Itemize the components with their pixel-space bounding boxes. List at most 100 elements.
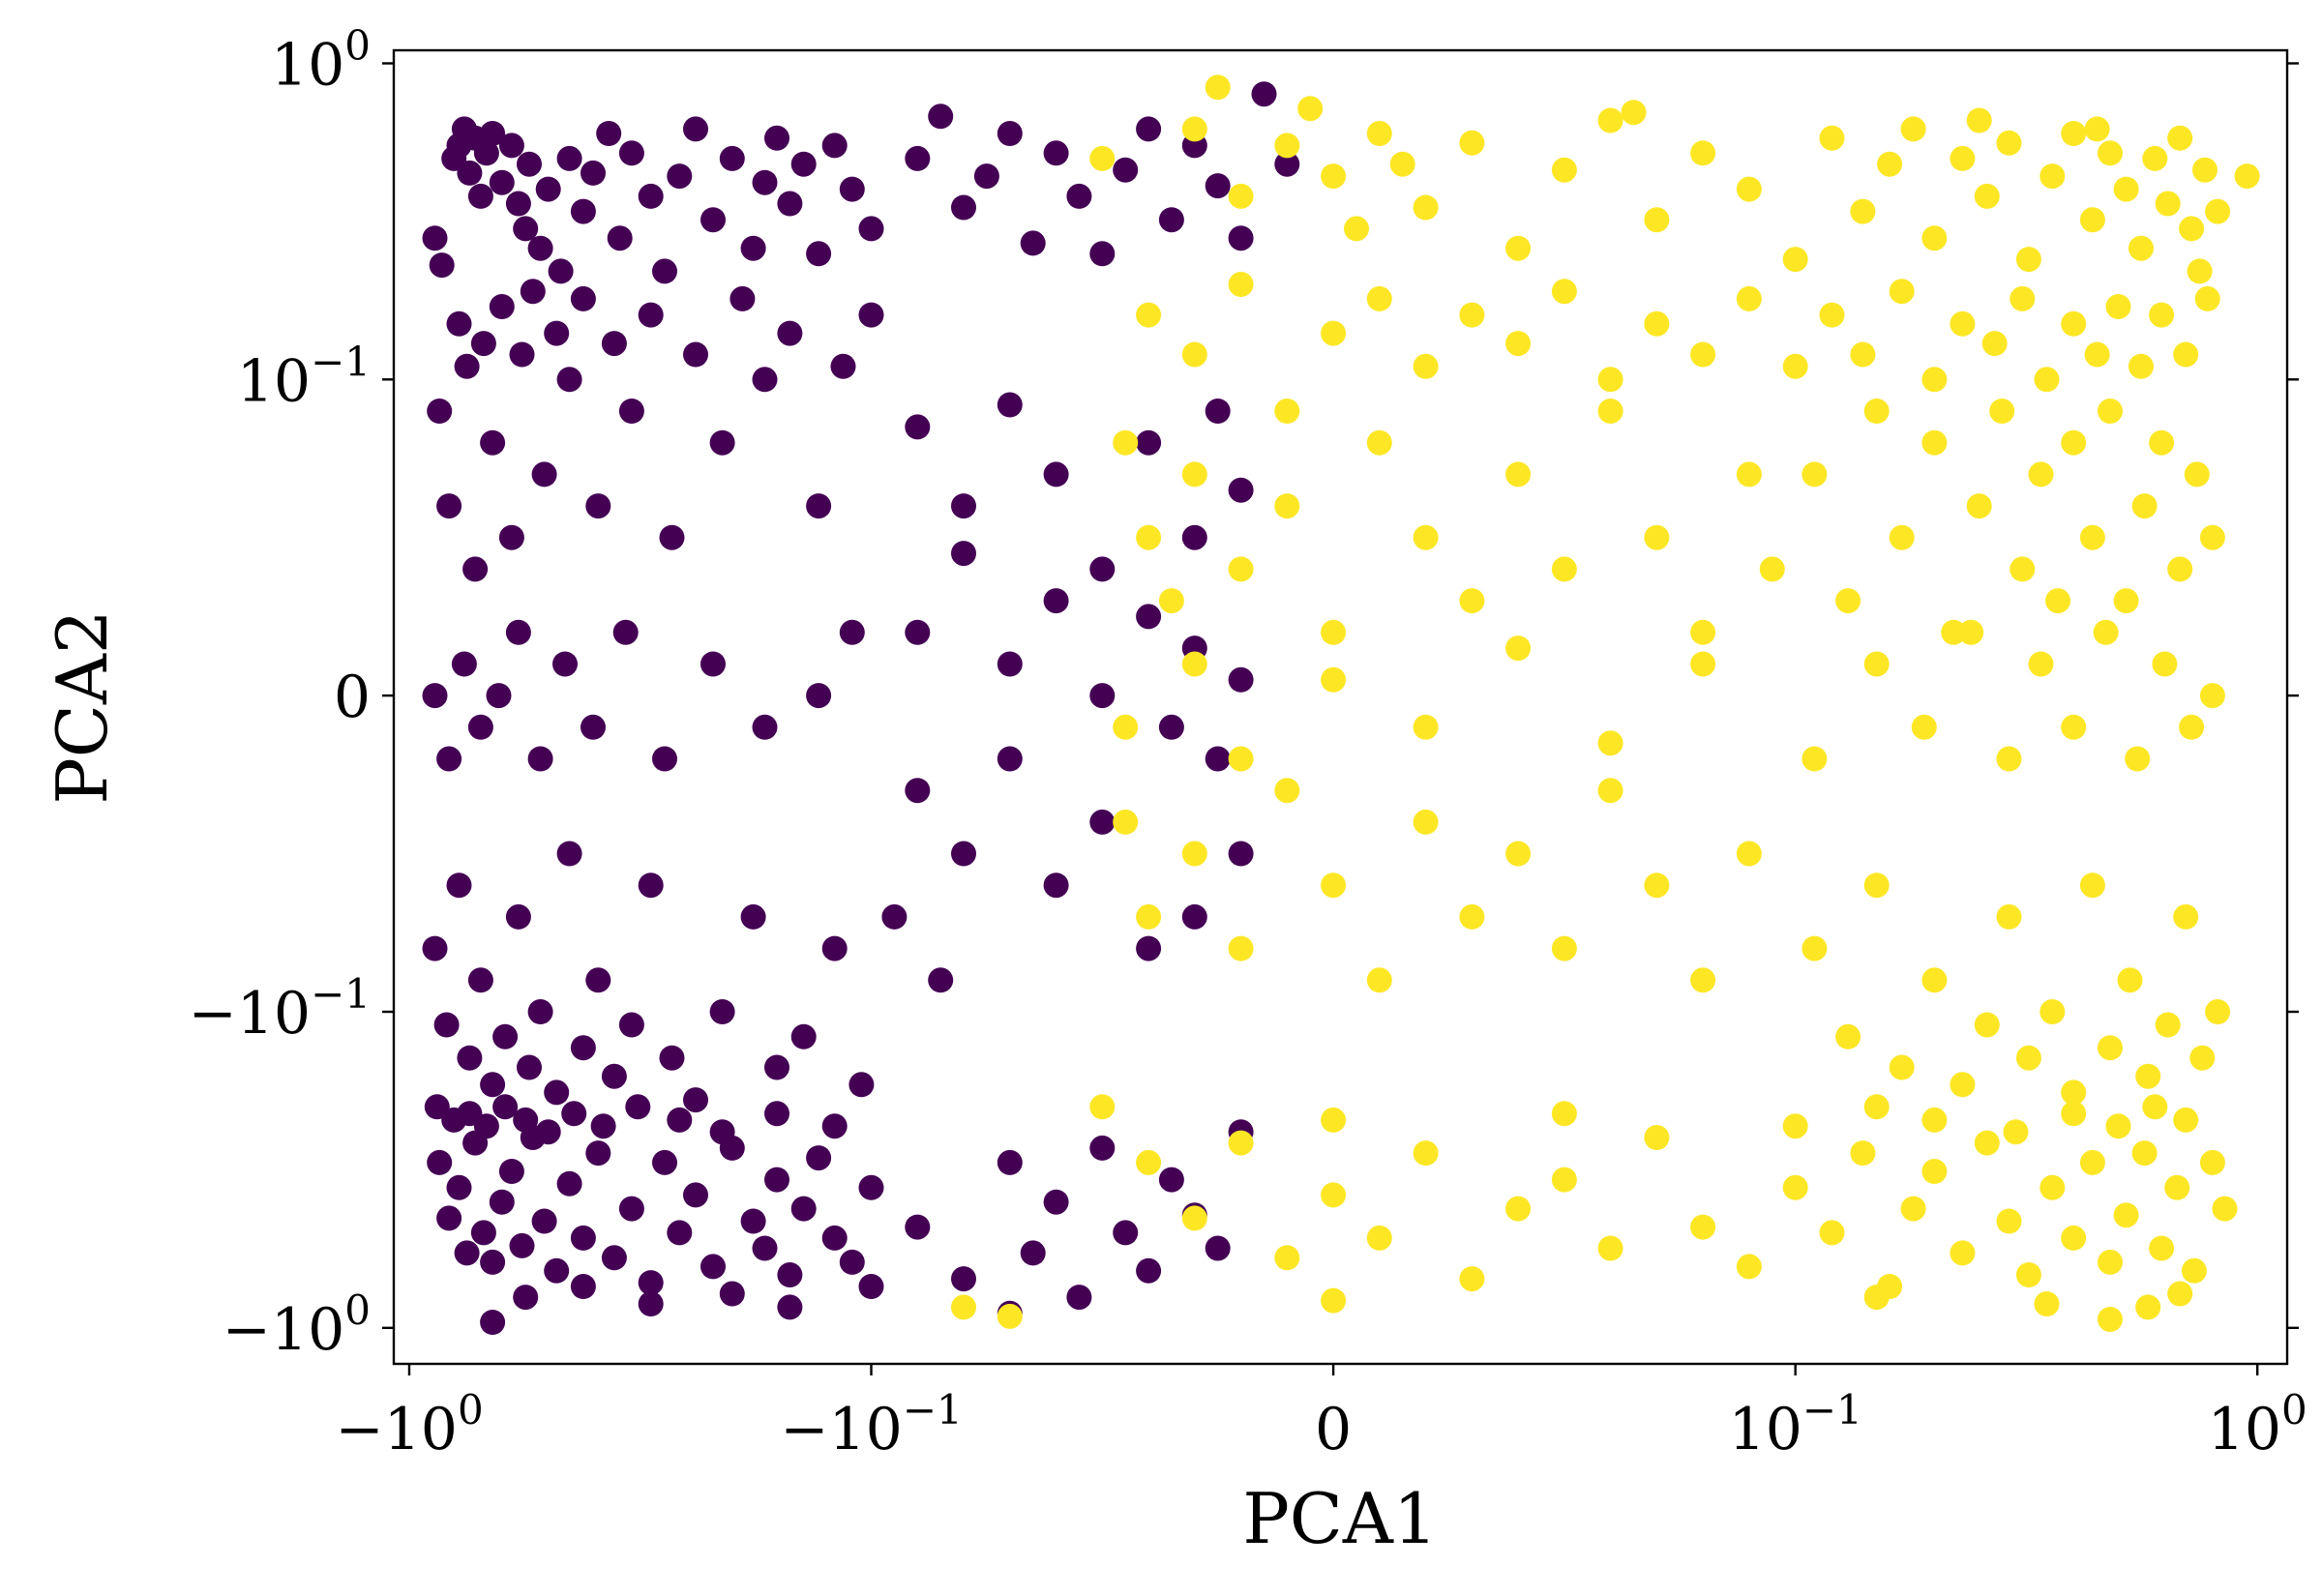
- point-cluster-0: [1181, 903, 1207, 930]
- point-cluster-1: [2061, 714, 2087, 740]
- point-cluster-0: [505, 903, 531, 930]
- point-cluster-0: [709, 429, 735, 456]
- point-cluster-1: [1089, 1094, 1116, 1120]
- point-cluster-1: [1366, 1225, 1392, 1251]
- point-cluster-1: [1819, 302, 1845, 328]
- point-cluster-0: [1205, 1235, 1231, 1261]
- point-cluster-0: [561, 1101, 587, 1127]
- point-cluster-1: [1644, 524, 1670, 550]
- point-cluster-1: [1597, 399, 1623, 424]
- point-cluster-0: [1136, 1257, 1162, 1284]
- point-cluster-0: [552, 651, 578, 677]
- point-cluster-1: [1921, 1159, 1948, 1184]
- point-cluster-0: [740, 235, 766, 261]
- point-cluster-1: [1459, 1266, 1485, 1292]
- point-cluster-1: [2079, 872, 2105, 899]
- point-cluster-0: [638, 1291, 664, 1316]
- point-cluster-1: [1782, 247, 1808, 273]
- point-cluster-1: [1889, 524, 1915, 550]
- point-cluster-1: [1759, 556, 1785, 582]
- point-cluster-1: [1889, 279, 1915, 305]
- point-cluster-1: [1505, 461, 1532, 488]
- point-cluster-1: [1900, 1196, 1926, 1222]
- point-cluster-0: [505, 191, 531, 217]
- point-cluster-1: [1690, 140, 1716, 166]
- point-cluster-1: [1459, 130, 1485, 156]
- y-tick-label: −10−1: [188, 970, 371, 1048]
- point-cluster-1: [1966, 107, 1992, 133]
- point-cluster-1: [2093, 619, 2119, 645]
- point-cluster-0: [1043, 140, 1069, 166]
- point-cluster-0: [601, 1063, 627, 1089]
- point-cluster-1: [1996, 746, 2022, 772]
- point-cluster-0: [470, 331, 496, 357]
- point-cluster-1: [2113, 588, 2139, 614]
- point-cluster-1: [2079, 207, 2105, 233]
- point-cluster-0: [830, 353, 856, 379]
- point-cluster-0: [719, 1281, 745, 1307]
- point-cluster-1: [2003, 1119, 2029, 1145]
- point-cluster-0: [1089, 241, 1116, 267]
- point-cluster-0: [480, 1249, 506, 1275]
- point-cluster-1: [1863, 872, 1890, 899]
- point-cluster-1: [1989, 399, 2015, 424]
- point-cluster-1: [2142, 145, 2168, 171]
- point-cluster-0: [1228, 225, 1254, 251]
- point-cluster-1: [2173, 1107, 2199, 1133]
- point-cluster-1: [2187, 258, 2213, 284]
- point-cluster-0: [1089, 1135, 1116, 1161]
- point-cluster-0: [1181, 524, 1207, 550]
- point-cluster-0: [638, 302, 664, 328]
- point-cluster-0: [590, 1113, 616, 1139]
- point-cluster-1: [1819, 1220, 1845, 1246]
- point-cluster-0: [556, 367, 582, 393]
- point-cluster-0: [446, 310, 472, 337]
- point-cluster-1: [1366, 967, 1392, 993]
- point-cluster-1: [1950, 145, 1976, 171]
- point-cluster-0: [1089, 556, 1116, 582]
- point-cluster-1: [1597, 107, 1623, 133]
- point-cluster-1: [2184, 461, 2210, 488]
- point-cluster-0: [527, 746, 553, 772]
- point-cluster-1: [1736, 461, 1762, 488]
- point-cluster-1: [1551, 556, 1577, 582]
- point-cluster-1: [1950, 1240, 1976, 1266]
- point-cluster-1: [951, 1294, 976, 1320]
- point-cluster-1: [1941, 619, 1967, 645]
- point-cluster-0: [806, 683, 832, 709]
- point-cluster-1: [2152, 651, 2178, 677]
- point-cluster-1: [1921, 967, 1948, 993]
- point-cluster-1: [1958, 619, 1984, 645]
- point-cluster-0: [535, 1119, 561, 1145]
- point-cluster-1: [2105, 1113, 2131, 1139]
- point-cluster-1: [2028, 461, 2054, 488]
- point-cluster-1: [1551, 157, 1577, 183]
- point-cluster-1: [2205, 198, 2231, 224]
- point-cluster-1: [2061, 310, 2087, 337]
- point-cluster-1: [1921, 1107, 1948, 1133]
- point-cluster-1: [1321, 1182, 1347, 1208]
- point-cluster-1: [1274, 778, 1300, 804]
- point-cluster-1: [2173, 903, 2199, 930]
- point-cluster-0: [498, 524, 524, 550]
- point-cluster-1: [2034, 367, 2060, 393]
- point-cluster-0: [1158, 207, 1184, 233]
- point-cluster-1: [1297, 96, 1324, 122]
- point-cluster-1: [1321, 1107, 1347, 1133]
- point-cluster-1: [1389, 151, 1415, 177]
- point-cluster-0: [513, 1285, 539, 1311]
- point-cluster-1: [1205, 74, 1231, 101]
- point-cluster-0: [570, 285, 596, 311]
- point-cluster-1: [1801, 746, 1828, 772]
- point-cluster-0: [480, 1310, 506, 1335]
- point-cluster-1: [1181, 341, 1207, 368]
- point-cluster-1: [2045, 588, 2070, 614]
- point-cluster-1: [2149, 1235, 2175, 1261]
- point-cluster-1: [2205, 999, 2231, 1024]
- point-cluster-1: [1889, 1054, 1915, 1080]
- y-tick-label: −100: [223, 1286, 371, 1364]
- point-cluster-0: [709, 1119, 735, 1145]
- point-cluster-0: [752, 1235, 778, 1261]
- point-cluster-1: [1181, 841, 1207, 867]
- point-cluster-0: [1113, 1220, 1139, 1246]
